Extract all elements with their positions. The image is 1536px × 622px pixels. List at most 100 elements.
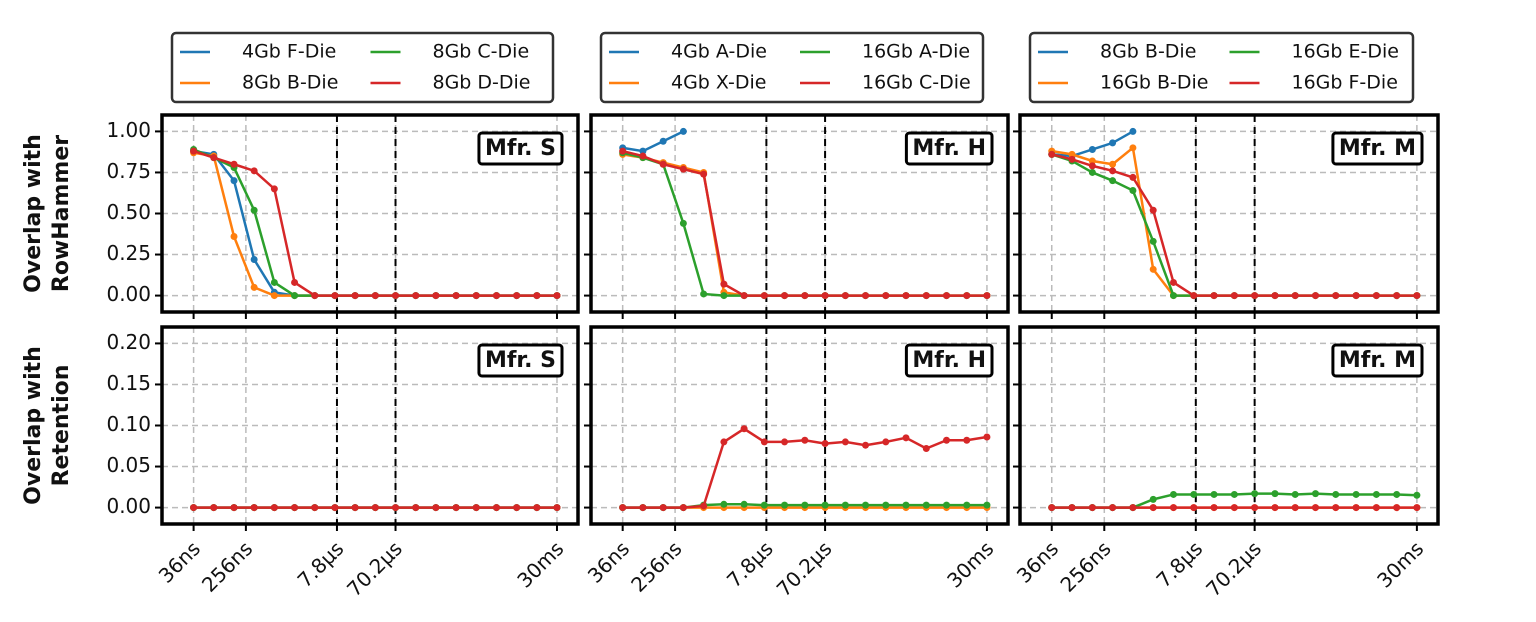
data-point [882,292,890,300]
data-point [250,206,258,214]
x-tick-label: 7.8µs [722,536,778,592]
data-point [472,504,480,512]
data-point [331,292,339,300]
data-point [1088,162,1096,170]
data-point [1393,490,1401,498]
data-point [412,504,420,512]
data-point [1393,292,1401,300]
legend-label: 4Gb A-Die [671,41,767,63]
data-point [553,504,561,512]
data-point [1271,292,1279,300]
data-point [250,255,258,263]
panel-label-box [1331,131,1424,166]
data-point [740,425,748,433]
panel: 0.00 0.25 0.50 0.75 1.00 Mfr. S Overlap with Ro… [21,31,580,319]
data-point [1149,237,1157,245]
data-point [983,292,991,300]
data-point [1129,144,1137,152]
data-point [1352,504,1360,512]
data-point [679,165,687,173]
legend-label: 16Gb F-Die [1292,72,1398,94]
data-point [412,292,420,300]
panel-label-box [477,343,564,378]
legend-box [170,31,555,104]
data-point [1088,168,1096,176]
plot-frame [160,113,580,314]
panel-label-box [477,131,564,166]
data-point [1271,490,1279,498]
data-point [679,504,687,512]
data-point [1210,504,1218,512]
data-point [1210,490,1218,498]
data-point [190,147,198,155]
legend-box [1028,31,1415,104]
data-point [1372,490,1380,498]
data-point [781,501,789,509]
data-point [821,440,829,448]
data-point [1312,504,1320,512]
data-point [1169,490,1177,498]
data-point [1109,160,1117,168]
panel-label: Mfr. S [485,348,556,373]
data-point [1372,504,1380,512]
legend-label: 8Gb D-Die [433,72,531,94]
y-tick-label: 0.20 [106,330,151,354]
data-point [1230,504,1238,512]
data-point [882,501,890,509]
data-point [1088,157,1096,165]
data-point [513,292,521,300]
data-point [1048,504,1056,512]
data-point [1251,292,1259,300]
data-point [1352,292,1360,300]
data-point [250,504,258,512]
data-point [1149,504,1157,512]
data-point [472,292,480,300]
data-point [533,504,541,512]
data-point [659,504,667,512]
x-tick-label: 30ms [512,536,568,592]
panel-label-box [904,131,994,166]
data-point [740,500,748,508]
data-point [1109,177,1117,185]
y-tick-label: 0.05 [106,453,151,477]
panel-label-box [1331,343,1424,378]
data-point [230,504,238,512]
data-point [1291,490,1299,498]
data-point [1291,292,1299,300]
data-point [1129,173,1137,181]
data-point [963,436,971,444]
series-line [622,151,987,297]
data-point [1312,490,1320,498]
data-point [639,504,647,512]
data-point [639,152,647,160]
panel: Mfr. M 8Gb B-Die 16Gb B-Die 16Gb E-Die 16Gb … [1013,31,1440,319]
data-point [720,292,728,300]
data-point [1190,490,1198,498]
data-point [1291,504,1299,512]
data-point [1393,504,1401,512]
data-point [270,278,278,286]
legend-label: 16Gb C-Die [862,72,971,94]
data-point [720,500,728,508]
plot-frame [1018,113,1440,314]
x-tick-label: 70.2µs [342,536,407,601]
data-point [1413,491,1421,499]
data-point [943,436,951,444]
data-point [1149,265,1157,273]
data-point [1372,292,1380,300]
data-point [210,504,218,512]
data-point [1332,490,1340,498]
data-point [679,127,687,135]
panel-label: Mfr. H [912,348,986,373]
panel-label: Mfr. M [1339,136,1416,161]
data-point [371,504,379,512]
data-point [902,501,910,509]
data-point [1352,490,1360,498]
data-point [270,504,278,512]
data-point [392,504,400,512]
legend-box [599,31,985,104]
data-point [1271,504,1279,512]
plot-frame [589,113,1010,314]
